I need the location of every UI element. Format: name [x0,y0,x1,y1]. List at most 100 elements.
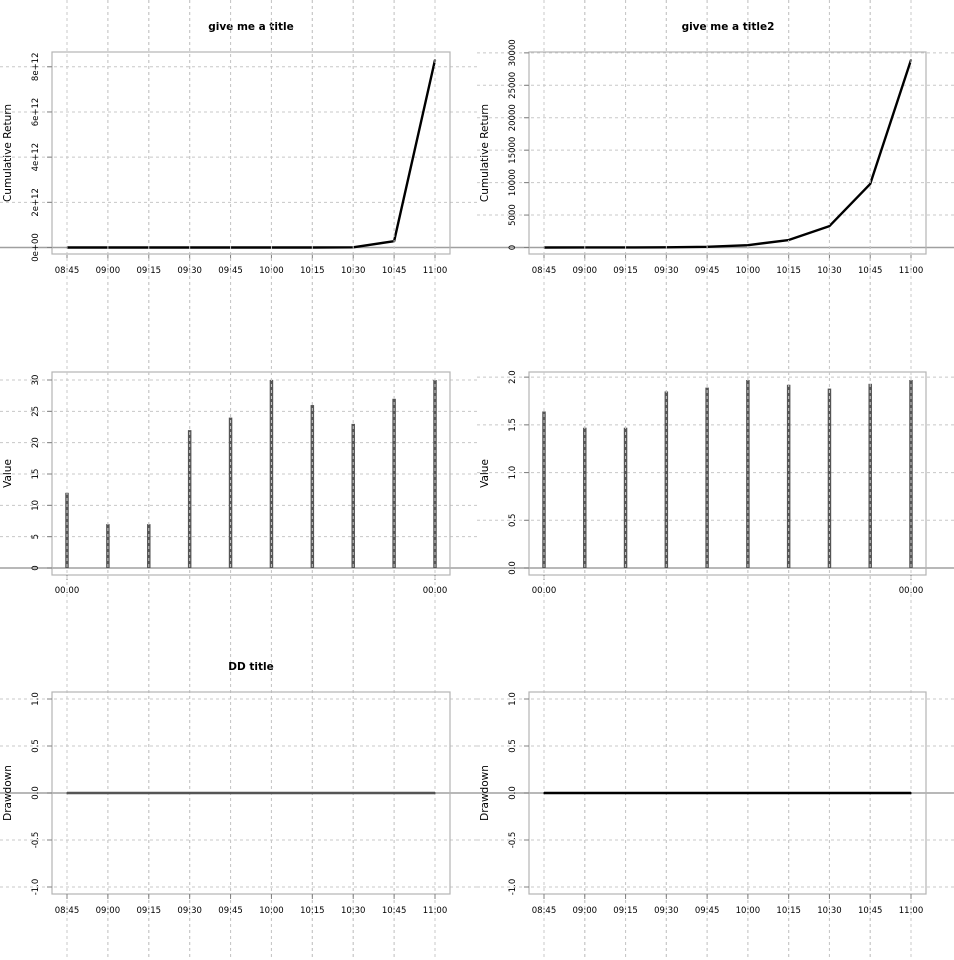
data-point [66,792,68,794]
y-tick-label: 0.0 [31,786,41,800]
y-tick-label: 25000 [508,72,518,99]
y-tick-label: 2e+12 [31,188,41,217]
bar [827,388,832,568]
x-tick-label: 09:15 [613,906,638,916]
y-tick-label: 0 [31,565,41,570]
x-tick-label: 09:45 [218,906,243,916]
y-tick-label: 6e+12 [31,98,41,127]
y-tick-label: 30 [31,375,41,386]
y-tick-label: 0.5 [31,739,41,753]
y-tick-label: 1.0 [31,692,41,706]
plot-frame [51,51,451,255]
x-tick-label: 11:00 [899,906,924,916]
y-tick-label: 0 [508,245,518,250]
y-tick-label: -0.5 [508,832,518,849]
x-tick-label: 10:45 [858,906,883,916]
data-point [869,792,872,794]
data-point [311,792,314,794]
y-tick-label: 20 [31,437,41,448]
data-point [107,792,109,794]
plot-title: give me a title2 [682,21,775,33]
data-point [747,792,749,794]
x-tick-label: 09:15 [137,906,162,916]
y-tick-label: 5000 [508,204,518,226]
y-axis-label: Drawdown [479,765,491,821]
y-tick-label: 15000 [508,137,518,164]
bar [542,411,546,568]
y-tick-label: -1.0 [31,879,41,896]
data-point [910,792,912,794]
y-tick-label: 0.5 [508,514,518,528]
data-point [434,792,436,794]
data-point [665,792,668,794]
y-axis-label: Cumulative Return [479,104,491,202]
data-point [543,792,545,794]
data-point [869,183,872,185]
plot-title: give me a title [208,21,294,33]
data-point [352,792,355,794]
bar [664,391,669,568]
x-tick-label: 10:45 [382,906,407,916]
data-point [828,792,831,794]
x-tick-label: 09:30 [654,906,679,916]
bar [705,387,709,568]
series-line [543,59,913,249]
x-tick-label: 11:00 [423,906,448,916]
bar [351,423,355,568]
y-tick-label: 1.0 [508,466,518,480]
y-tick-label: -0.5 [31,832,41,849]
y-tick-label: 15 [31,469,41,480]
x-tick-label: 08:45 [532,906,557,916]
y-tick-label: 0e+00 [31,233,41,262]
y-axis-label: Drawdown [2,765,14,821]
y-axis-label: Value [479,459,491,488]
y-tick-label: 1.0 [508,692,518,706]
y-tick-label: 25 [31,406,41,417]
x-tick-label: 10:30 [817,906,842,916]
data-point [624,792,627,794]
bar [583,427,587,568]
y-tick-label: 5 [31,534,41,539]
x-tick-label: 10:30 [341,906,366,916]
y-tick-label: -1.0 [508,879,518,896]
data-point [787,792,790,794]
x-tick-label: 10:00 [736,906,761,916]
data-point [229,792,232,794]
y-tick-label: 0.0 [508,786,518,800]
x-tick-label: 09:00 [573,906,598,916]
y-tick-label: 2.0 [508,370,518,384]
x-tick-label: 09:45 [695,906,720,916]
y-tick-label: 30000 [508,39,518,66]
y-tick-label: 1.5 [508,418,518,432]
y-tick-label: 10 [31,500,41,511]
y-tick-label: 0.0 [508,561,518,575]
x-tick-label: 10:00 [259,906,284,916]
y-tick-label: 20000 [508,104,518,131]
data-point [828,225,831,227]
data-point [706,792,708,794]
bar [392,398,396,568]
y-axis-label: Cumulative Return [2,104,14,202]
data-point [188,792,191,794]
x-tick-label: 10:15 [300,906,325,916]
x-tick-label: 08:45 [55,906,80,916]
series-line [67,59,437,249]
y-tick-label: 0.5 [508,739,518,753]
data-point [583,792,586,794]
data-point [270,792,273,794]
data-point [747,244,749,246]
x-tick-label: 09:30 [177,906,202,916]
y-tick-label: 4e+12 [31,143,41,172]
x-tick-label: 10:15 [776,906,801,916]
bar [623,427,628,568]
y-tick-label: 8e+12 [31,52,41,81]
y-axis-label: Value [2,459,14,488]
x-tick-label: 09:00 [96,906,121,916]
y-tick-label: 10000 [508,169,518,196]
plot-title: DD title [228,661,273,673]
plot-frame [528,51,927,255]
data-point [147,792,150,794]
data-point [393,792,395,794]
plot-frame [528,371,927,576]
